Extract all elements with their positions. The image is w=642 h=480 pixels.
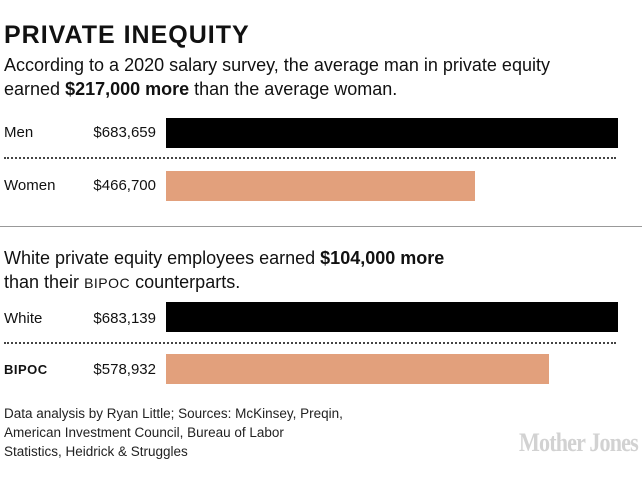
subtitle-gender-text-a: According to a 2020 salary survey, the a… [4, 55, 550, 99]
subtitle-race-text-a: White private equity employees earned [4, 248, 321, 268]
bar-label-white: White [4, 310, 43, 327]
bar-bipoc [166, 354, 549, 384]
value-label-white: $683,139 [93, 310, 156, 327]
value-label-men: $683,659 [93, 124, 156, 141]
bar-women [166, 171, 475, 201]
bar-label-men: Men [4, 124, 34, 141]
panel-divider [0, 226, 642, 227]
subtitle-race-bipoc: BIPOC [84, 275, 131, 291]
subtitle-race: White private equity employees earned $1… [4, 246, 604, 295]
value-label-bipoc: $578,932 [93, 361, 156, 378]
bar-label-bipoc: BIPOC [4, 362, 48, 377]
subtitle-gender-text-b: than the average woman. [189, 79, 398, 99]
bar-label-women: Women [4, 177, 56, 194]
bar-white [166, 302, 618, 332]
row-separator-dotted [4, 342, 616, 344]
subtitle-gender-highlight: $217,000 more [65, 79, 190, 99]
value-label-women: $466,700 [93, 177, 156, 194]
subtitle-race-text-c: counterparts. [130, 272, 241, 292]
bar-men [166, 118, 618, 148]
source-note: Data analysis by Ryan Little; Sources: M… [4, 406, 343, 459]
mother-jones-logo: Mother Jones [519, 428, 639, 457]
row-separator-dotted [4, 157, 616, 159]
subtitle-gender: According to a 2020 salary survey, the a… [4, 53, 604, 101]
chart-title: PRIVATE INEQUITY [4, 21, 250, 49]
subtitle-race-text-b: than their [4, 272, 85, 292]
subtitle-race-highlight: $104,000 more [320, 248, 445, 268]
